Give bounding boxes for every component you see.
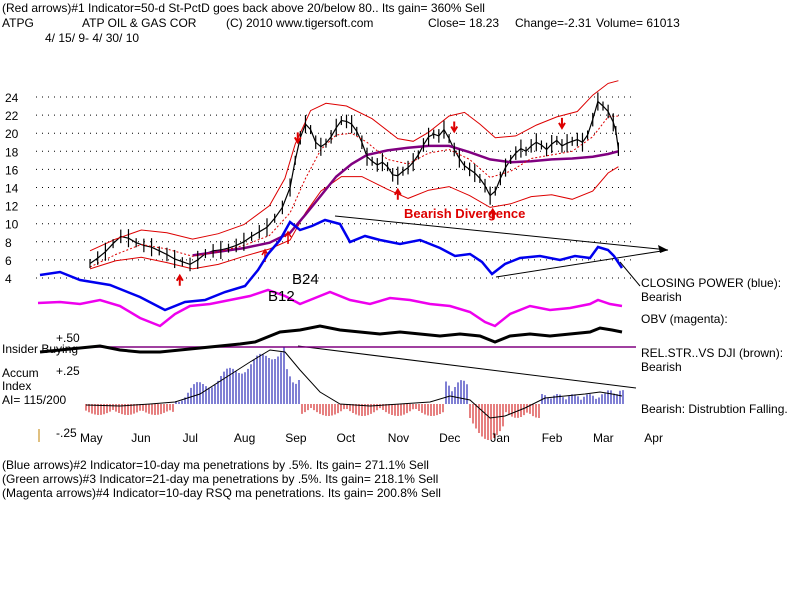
month-label-dec: Dec <box>439 431 460 445</box>
change-value: Change=-2.31 <box>515 16 592 30</box>
buy-arrow <box>284 230 292 244</box>
y-tick-label-12: 12 <box>5 200 19 214</box>
month-label-may: May <box>80 431 103 445</box>
volume-value: Volume= 61013 <box>596 16 680 30</box>
minus-25-label: -.25 <box>56 426 77 440</box>
date-range: 4/ 15/ 9- 4/ 30/ 10 <box>45 31 139 45</box>
plus-25-label: +.25 <box>56 364 80 378</box>
accumulation-index-bars <box>85 347 624 440</box>
y-tick-label-22: 22 <box>5 109 19 123</box>
month-label-jan: Jan <box>490 431 509 445</box>
series-lower-band <box>89 166 619 270</box>
closing-power-path <box>39 218 624 312</box>
y-tick-label-6: 6 <box>5 254 12 268</box>
accum-status: Bearish: Distrubtion Falling. <box>641 402 788 416</box>
month-label-feb: Feb <box>542 431 563 445</box>
indicator-3-description: (Green arrows)#3 Indicator=21-day ma pen… <box>2 472 438 486</box>
month-axis-labels: May Jun Jul Aug Sep Oct Nov Dec Jan Feb Mar Apr <box>80 431 663 445</box>
buy-arrow <box>393 187 402 200</box>
y-tick-label-14: 14 <box>5 182 19 196</box>
month-label-aug: Aug <box>234 431 255 445</box>
insider-buying-label: Insider Buying <box>2 342 78 356</box>
sell-arrow <box>558 117 566 130</box>
closing-power-label: CLOSING POWER (blue): <box>641 276 781 290</box>
month-label-oct: Oct <box>337 431 356 445</box>
b12-label: B12 <box>268 288 295 305</box>
signal-arrows <box>175 117 566 286</box>
series-dotted-moving-average <box>89 115 619 268</box>
divergence-arrowhead <box>658 245 668 253</box>
rel-strength-label: REL.STR..VS DJI (brown): <box>641 346 783 360</box>
month-label-mar: Mar <box>593 431 614 445</box>
indicator-2-description: (Blue arrows)#2 Indicator=10-day ma pene… <box>2 458 429 472</box>
y-tick-label-10: 10 <box>5 218 19 232</box>
copyright-text: (C) 2010 www.tigersoft.com <box>226 16 373 30</box>
index-label: Index <box>2 379 31 393</box>
month-label-apr: Apr <box>644 431 663 445</box>
y-tick-label-18: 18 <box>5 145 19 159</box>
price-y-axis: 4 6 8 10 12 14 16 18 20 22 24 <box>5 91 19 286</box>
relative-strength-path <box>39 324 623 354</box>
sell-arrow <box>293 132 302 145</box>
ticker-symbol: ATPG <box>2 16 34 30</box>
price-series <box>89 80 619 272</box>
closing-power-line <box>39 218 624 312</box>
y-tick-label-8: 8 <box>5 236 12 250</box>
indicator-1-description: (Red arrows)#1 Indicator=50-d St-PctD go… <box>2 1 485 15</box>
y-tick-label-24: 24 <box>5 91 19 105</box>
buy-arrow <box>175 273 184 286</box>
closing-power-status: Bearish <box>641 290 682 304</box>
ai-label: AI= 115/200 <box>2 393 66 407</box>
buy-arrow <box>488 207 497 220</box>
month-label-sep: Sep <box>285 431 307 445</box>
month-label-nov: Nov <box>388 431 409 445</box>
indicator-4-description: (Magenta arrows)#4 Indicator=10-day RSQ … <box>2 486 441 500</box>
obv-line <box>37 288 623 328</box>
rel-strength-status: Bearish <box>641 360 682 374</box>
month-label-jun: Jun <box>131 431 150 445</box>
close-value: Close= 18.23 <box>428 16 499 30</box>
bearish-divergence-label: Bearish Divergence <box>404 206 525 221</box>
accum-label: Accum <box>2 366 39 380</box>
series-moving-average <box>192 144 619 257</box>
obv-label: OBV (magenta): <box>641 312 728 326</box>
plus-50-label: +.50 <box>56 331 80 345</box>
accum-ma-path <box>85 349 623 419</box>
y-tick-label-16: 16 <box>5 163 19 177</box>
y-tick-label-4: 4 <box>5 272 12 286</box>
series-upper-band <box>89 80 619 252</box>
month-label-jul: Jul <box>183 431 198 445</box>
y-tick-label-20: 20 <box>5 127 19 141</box>
relative-strength-line <box>39 324 636 354</box>
obv-path <box>37 288 623 328</box>
sell-arrow <box>450 121 459 134</box>
company-name: ATP OIL & GAS COR <box>82 16 197 30</box>
b24-label: B24 <box>292 271 319 288</box>
divergence-trendlines <box>297 215 669 389</box>
